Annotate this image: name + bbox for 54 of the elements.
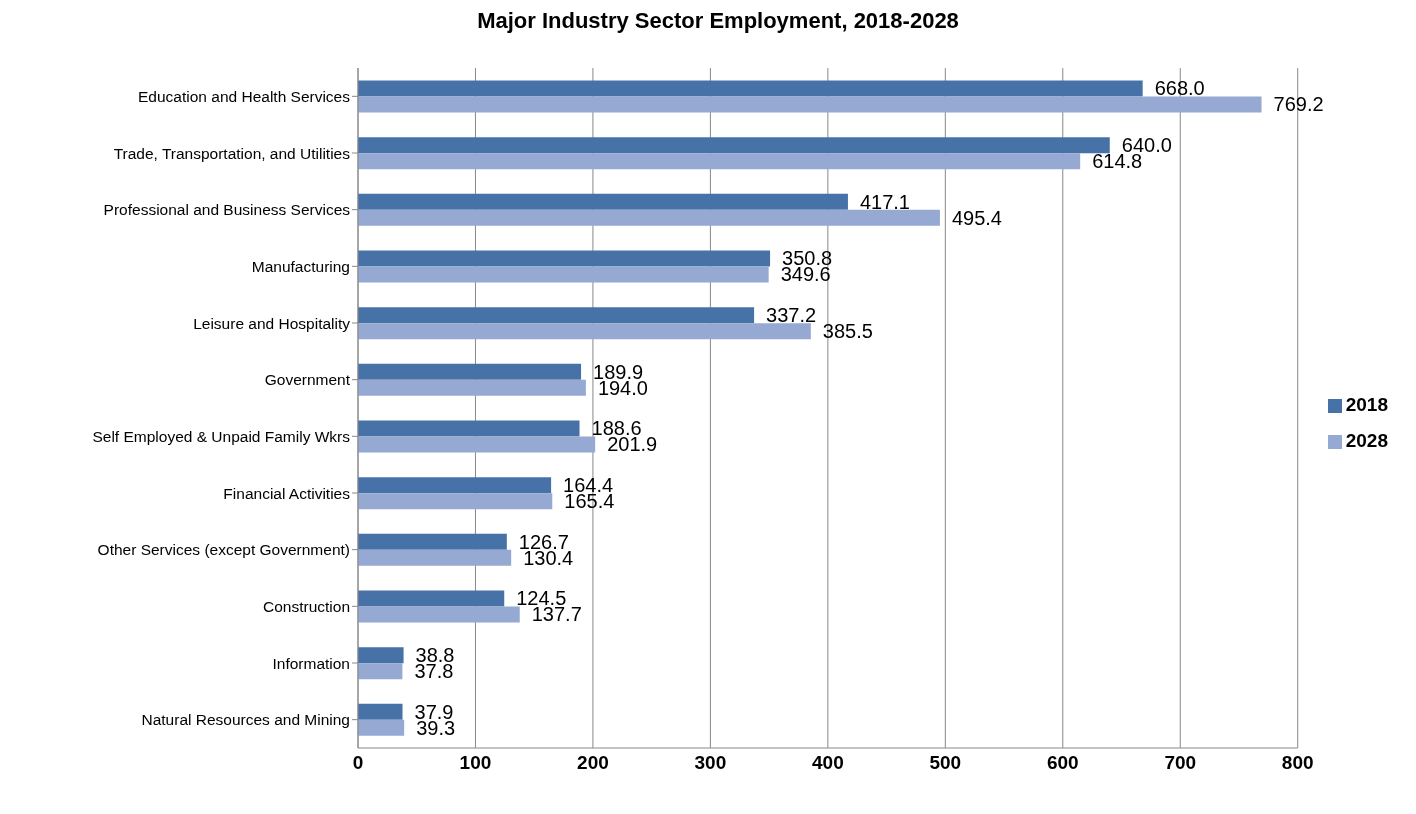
x-tick-label: 400 xyxy=(812,752,844,774)
bar xyxy=(358,209,940,226)
bar xyxy=(358,719,405,736)
x-tick-label: 300 xyxy=(694,752,727,774)
x-tick-label: 100 xyxy=(459,752,492,774)
data-label: 769.2 xyxy=(1273,93,1324,116)
data-label: 495.4 xyxy=(951,206,1002,229)
y-tick-label: Other Services (except Government) xyxy=(97,541,350,559)
bar xyxy=(358,590,505,607)
bar xyxy=(358,647,404,664)
bar xyxy=(358,436,596,453)
y-tick-label: Trade, Transportation, and Utilities xyxy=(113,144,351,162)
y-tick-label: Construction xyxy=(262,597,350,615)
bar xyxy=(358,266,769,283)
x-tick-label: 700 xyxy=(1164,752,1197,774)
y-tick-label: Leisure and Hospitality xyxy=(193,314,351,332)
bar xyxy=(358,703,403,720)
bar xyxy=(358,96,1262,113)
data-label: 337.2 xyxy=(766,304,817,327)
x-tick-label: 500 xyxy=(929,752,962,774)
bar xyxy=(358,80,1143,97)
bar xyxy=(358,363,582,380)
y-tick-label: Natural Resources and Mining xyxy=(141,711,350,729)
legend-label: 2018 xyxy=(1345,394,1388,415)
legend-label: 2028 xyxy=(1345,430,1388,451)
bar xyxy=(358,323,811,340)
y-tick-label: Manufacturing xyxy=(251,257,350,275)
x-tick-label: 0 xyxy=(352,752,364,774)
y-tick-label: Self Employed & Unpaid Family Wkrs xyxy=(92,427,351,445)
y-tick-label: Financial Activities xyxy=(223,484,351,502)
y-tick-label: Education and Health Services xyxy=(138,87,351,105)
bar xyxy=(358,493,553,510)
bar xyxy=(358,193,848,210)
data-label: 417.1 xyxy=(859,190,911,213)
bar xyxy=(358,549,512,566)
y-tick-label: Government xyxy=(264,371,351,389)
y-tick-label: Professional and Business Services xyxy=(103,201,351,219)
bar xyxy=(358,663,403,680)
bar xyxy=(358,477,552,494)
bar xyxy=(358,420,580,437)
x-tick-label: 600 xyxy=(1046,752,1079,774)
x-tick-label: 800 xyxy=(1281,752,1314,774)
x-tick-label: 200 xyxy=(577,752,609,774)
y-tick-label: Information xyxy=(272,654,350,672)
bar xyxy=(358,533,507,550)
data-label: 668.0 xyxy=(1154,77,1205,100)
bar xyxy=(358,137,1110,154)
bar xyxy=(358,250,771,267)
data-label: 385.5 xyxy=(822,320,873,343)
bar xyxy=(358,153,1081,170)
bar xyxy=(358,379,586,396)
chart-title: Major Industry Sector Employment, 2018-2028 xyxy=(476,8,960,35)
bar xyxy=(358,307,755,324)
bar xyxy=(358,606,520,623)
